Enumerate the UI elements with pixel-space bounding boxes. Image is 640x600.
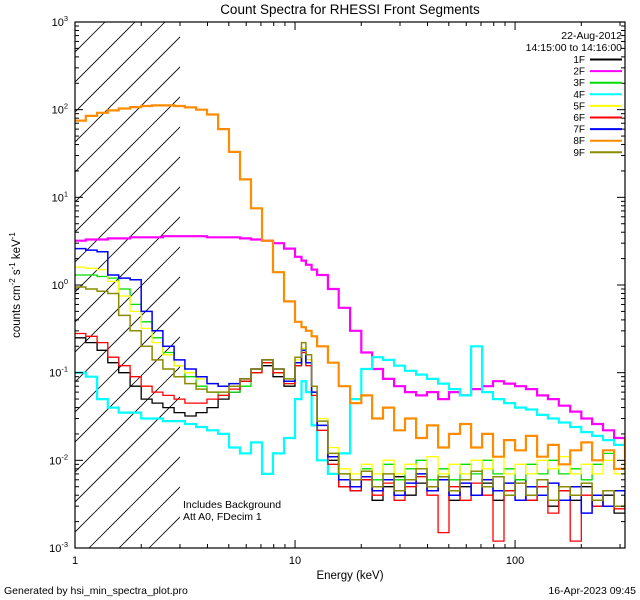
annotation-attenuator-state: Att A0, FDecim 1 xyxy=(183,511,262,523)
y-tick-label: 103 xyxy=(52,14,68,29)
y-tick-label: 101 xyxy=(52,189,68,204)
x-tick-label: 100 xyxy=(506,555,524,567)
footer-timestamp: 16-Apr-2023 09:45 xyxy=(548,585,636,597)
x-axis-label: Energy (keV) xyxy=(316,570,383,582)
legend-item-3F: 3F xyxy=(573,78,585,89)
series-6F-line xyxy=(75,332,625,542)
y-tick-label: 10-3 xyxy=(49,540,68,555)
series-2F-line xyxy=(75,235,625,445)
legend-item-9F: 9F xyxy=(573,148,585,159)
excluded-region-hatch xyxy=(75,22,180,548)
legend-item-8F: 8F xyxy=(573,136,585,147)
series-9F-line xyxy=(75,286,625,507)
plot-frame xyxy=(74,21,626,549)
plot-generated-content: 1 10 100 10-3 10-2 10-1 100 101 102 103 counts cm-… xyxy=(8,14,625,567)
y-tick-label: 102 xyxy=(52,102,68,117)
plot-title: Count Spectra for RHESSI Front Segments xyxy=(220,2,480,17)
legend-time-range: 14:15:00 to 14:16:00 xyxy=(526,42,622,54)
x-tick-label: 1 xyxy=(72,555,78,567)
spectra-curves xyxy=(75,104,625,542)
series-4F-line xyxy=(75,345,625,475)
legend-item-7F: 7F xyxy=(573,125,585,136)
annotation-includes-background: Includes Background xyxy=(183,499,281,511)
y-tick-label: 100 xyxy=(52,277,68,292)
legend-item-1F: 1F xyxy=(573,55,585,66)
y-tick-label: 10-1 xyxy=(49,365,68,380)
legend-item-5F: 5F xyxy=(573,101,585,112)
legend-item-2F: 2F xyxy=(573,67,585,78)
legend-item-6F: 6F xyxy=(573,113,585,124)
x-tick-label: 10 xyxy=(289,555,301,567)
footer-generated-by: Generated by hsi_min_spectra_plot.pro xyxy=(4,585,188,597)
legend-item-4F: 4F xyxy=(573,90,585,101)
legend-date: 22-Aug-2012 xyxy=(561,30,622,42)
series-8F-line xyxy=(75,104,625,470)
y-tick-label: 10-2 xyxy=(49,452,68,467)
y-axis-label: counts cm-2 s-1 keV-1 xyxy=(8,232,23,338)
series-7F-line xyxy=(75,247,625,514)
